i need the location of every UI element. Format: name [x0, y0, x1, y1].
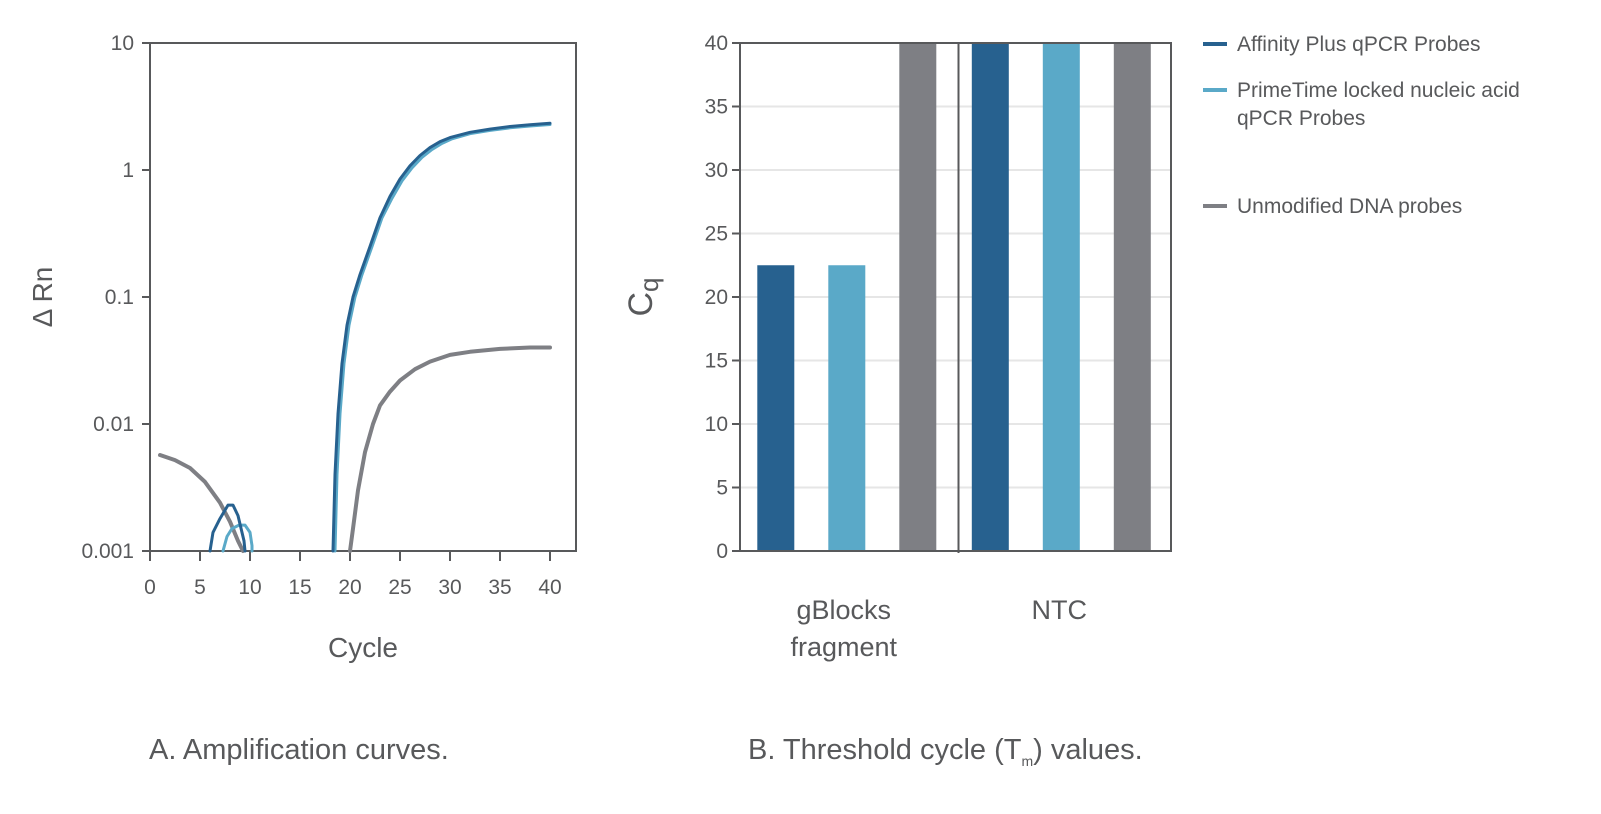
series-line-affinity — [331, 121, 552, 553]
y-tick-label: 1 — [122, 159, 134, 182]
bar-affinity — [757, 265, 795, 551]
series-line-unmodified — [348, 345, 552, 553]
y-axis-title: Cq — [622, 277, 664, 316]
legend-label: PrimeTime locked nucleic acid — [1237, 79, 1520, 102]
y-tick-label: 40 — [705, 32, 728, 55]
legend: Affinity Plus qPCR Probes PrimeTime locke… — [1203, 33, 1520, 218]
y-tick-label: 10 — [705, 413, 728, 436]
series-line-primetime — [221, 523, 254, 553]
x-tick-label: 10 — [238, 576, 261, 599]
y-axis-title: Δ Rn — [27, 267, 58, 328]
x-tick-label: 5 — [194, 576, 206, 599]
y-tick-label: 0.001 — [81, 540, 134, 563]
bar-primetime — [828, 265, 866, 551]
caption-b-subscript: m — [1021, 752, 1034, 769]
bar-unmodified — [899, 43, 937, 551]
series-line-affinity — [208, 503, 247, 553]
x-tick-label: 0 — [144, 576, 156, 599]
category-label: gBlocks — [796, 595, 891, 625]
y-tick-label: 20 — [705, 286, 728, 309]
y-tick-label: 0 — [716, 540, 728, 563]
y-tick-label: 15 — [705, 350, 728, 373]
x-tick-label: 40 — [538, 576, 561, 599]
plot-frame — [149, 42, 577, 552]
x-tick-label: 35 — [488, 576, 511, 599]
legend-label: Unmodified DNA probes — [1237, 195, 1462, 218]
bar-affinity — [971, 43, 1009, 551]
caption-a-text: A. Amplification curves. — [149, 734, 449, 766]
x-tick-label: 20 — [338, 576, 361, 599]
x-tick-label: 30 — [438, 576, 461, 599]
bar-primetime — [1042, 43, 1080, 551]
y-tick-label: 35 — [705, 96, 728, 119]
caption-b: B. Threshold cycle (Tm) values. — [748, 734, 1143, 769]
x-tick-label: 25 — [388, 576, 411, 599]
category-label: fragment — [790, 632, 897, 662]
y-tick-label: 5 — [716, 477, 728, 500]
y-tick-label: 0.1 — [105, 286, 134, 309]
y-tick-label: 25 — [705, 223, 728, 246]
series-line-unmodified — [158, 453, 245, 553]
y-axis-title-sub: q — [634, 277, 664, 291]
cq-bar-chart: gBlocks fragment NTC 0 5 10 15 20 25 30 35 40 Cq — [622, 32, 1172, 662]
caption-b-prefix: B. Threshold cycle (T — [748, 734, 1022, 766]
y-axis-title-main: C — [622, 292, 660, 317]
y-tick-label: 10 — [111, 32, 134, 55]
caption-a: A. Amplification curves. — [149, 734, 449, 767]
y-tick-label: 30 — [705, 159, 728, 182]
legend-label: Affinity Plus qPCR Probes — [1237, 33, 1481, 56]
bar-unmodified — [1113, 43, 1151, 551]
x-tick-label: 15 — [288, 576, 311, 599]
y-tick-label: 0.01 — [93, 413, 134, 436]
series-line-primetime — [333, 123, 552, 553]
x-axis-title: Cycle — [328, 632, 398, 663]
category-label: NTC — [1032, 595, 1088, 625]
amplification-chart: 0.001 0.01 0.1 1 10 0 5 10 15 20 25 30 35 40 Cycle Δ Rn — [27, 32, 577, 663]
legend-label: qPCR Probes — [1237, 107, 1365, 130]
caption-b-suffix: ) values. — [1033, 734, 1143, 766]
